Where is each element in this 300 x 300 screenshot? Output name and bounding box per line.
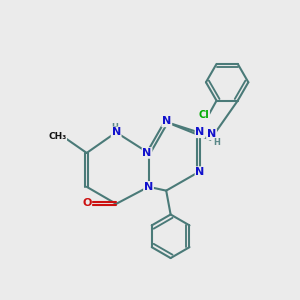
Text: Cl: Cl — [199, 110, 209, 120]
Text: H: H — [111, 123, 118, 132]
Text: N: N — [162, 116, 171, 126]
Text: CH₃: CH₃ — [48, 132, 66, 141]
Text: O: O — [82, 198, 92, 208]
Text: N: N — [144, 182, 153, 192]
Text: H: H — [213, 137, 220, 146]
Text: N: N — [142, 148, 152, 158]
Text: N: N — [207, 129, 216, 140]
Text: N: N — [112, 127, 121, 137]
Text: N: N — [195, 127, 205, 137]
Text: N: N — [195, 167, 205, 177]
